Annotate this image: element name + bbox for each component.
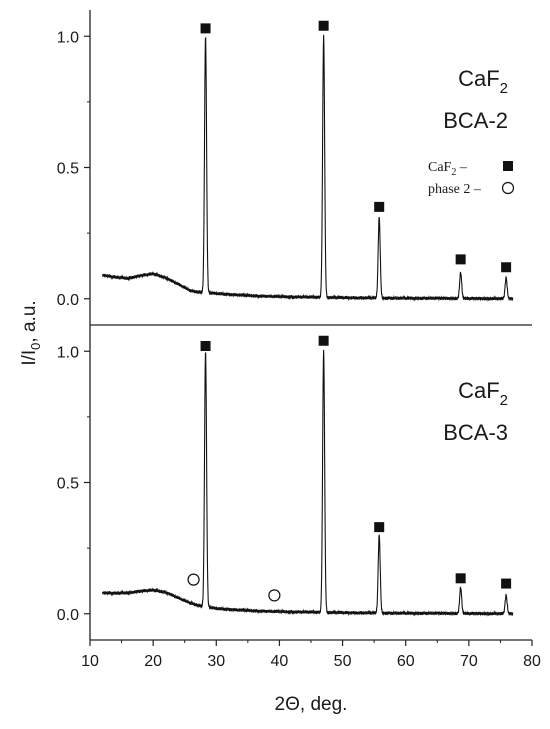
top-panel-label-line2: BCA-2: [443, 108, 508, 133]
x-axis-label: 2Θ, deg.: [275, 694, 348, 715]
y-tick-label: 0.5: [57, 476, 79, 493]
caf2-peak-marker: [501, 578, 512, 589]
top-panel: 0.0 0.5 1.0: [57, 10, 532, 326]
caf2-peak-marker: [200, 341, 211, 351]
phase2-peak-marker: [268, 589, 281, 602]
legend-entry-caf2: CaF2 –: [428, 160, 468, 178]
y-tick-label: 0.0: [57, 607, 79, 624]
caf2-peak-marker: [501, 262, 512, 273]
caf2-peak-marker: [374, 522, 385, 533]
caf2-peak-marker: [374, 201, 385, 212]
x-tick-label: 80: [523, 653, 541, 670]
x-tick-label: 40: [271, 653, 289, 670]
legend-filled-square-icon: [503, 161, 513, 171]
x-tick-label: 10: [81, 653, 99, 670]
x-tick-label: 50: [334, 653, 352, 670]
phase2-peak-marker: [187, 573, 200, 586]
caf2-peak-marker: [318, 20, 329, 31]
legend: CaF2 – phase 2 –: [428, 160, 515, 197]
top-panel-label-line1: CaF2: [458, 66, 508, 97]
x-tick-label: 60: [397, 653, 415, 670]
x-tick-label: 30: [207, 653, 225, 670]
bottom-panel-label-line2: BCA-3: [443, 420, 508, 445]
x-axis: 10 20 30 40 50 60 70 80: [81, 640, 541, 670]
caf2-peak-marker: [455, 254, 466, 265]
bottom-panel-label-line1: CaF2: [458, 378, 508, 409]
legend-open-circle-icon: [501, 181, 515, 195]
legend-entry-phase2: phase 2 –: [428, 182, 482, 197]
y-tick-label: 0.0: [57, 292, 79, 309]
caf2-peak-marker: [455, 573, 466, 584]
caf2-peak-marker: [200, 23, 211, 34]
x-tick-label: 20: [144, 653, 162, 670]
y-tick-label: 0.5: [57, 161, 79, 178]
bottom-panel: 0.0 0.5 1.0: [57, 325, 532, 641]
caf2-peak-marker: [318, 335, 329, 346]
y-tick-label: 1.0: [57, 29, 79, 46]
x-tick-label: 70: [460, 653, 478, 670]
xrd-pattern-line: [102, 34, 514, 302]
y-axis-label: I/I0, a.u.: [19, 300, 43, 365]
y-tick-label: 1.0: [57, 344, 79, 361]
xrd-pattern-line: [102, 349, 514, 617]
